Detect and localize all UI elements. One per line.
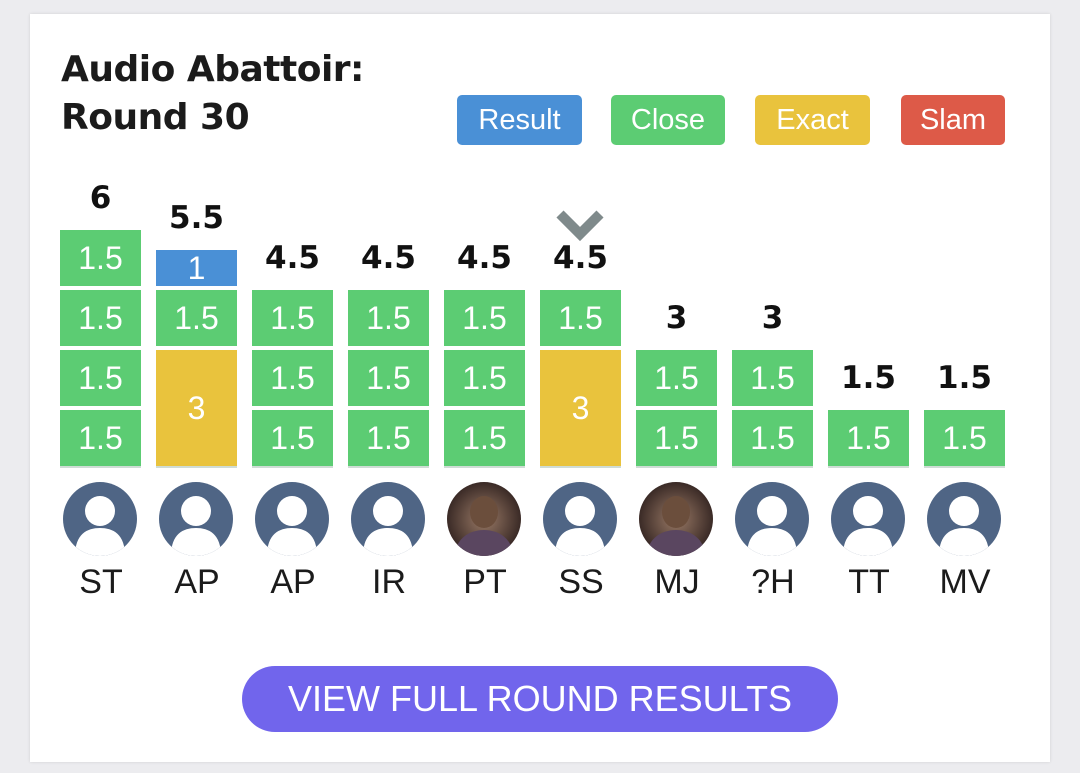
bar-segment-close: 1.5 [348, 350, 429, 406]
player-avatar[interactable] [255, 482, 329, 556]
bar-segment-close: 1.5 [252, 290, 333, 346]
legend-slam: Slam [901, 95, 1005, 145]
bar-segment-close: 1.5 [636, 410, 717, 466]
player-initials: TT [848, 563, 890, 601]
player-initials: SS [558, 563, 604, 601]
bar-baseline [540, 464, 621, 468]
bar-total-label: 1.5 [937, 360, 992, 396]
bar-baseline [924, 464, 1005, 468]
player-avatar[interactable] [831, 482, 905, 556]
bar-segment-close: 1.5 [348, 290, 429, 346]
player-initials: ST [79, 563, 123, 601]
bar-total-label: 5.5 [169, 200, 224, 236]
player-avatar[interactable] [735, 482, 809, 556]
bar-segment-close: 1.5 [348, 410, 429, 466]
bar-baseline [60, 464, 141, 468]
bar-segment-close: 1.5 [60, 230, 141, 286]
bar-segment-close: 1.5 [156, 290, 237, 346]
bar-segment-close: 1.5 [60, 410, 141, 466]
bar-segment-result: 1 [156, 250, 237, 286]
bar-baseline [732, 464, 813, 468]
bar-segment-close: 1.5 [732, 350, 813, 406]
bar-baseline [828, 464, 909, 468]
player-avatar[interactable] [63, 482, 137, 556]
player-avatar[interactable] [927, 482, 1001, 556]
bar-segment-close: 1.5 [444, 290, 525, 346]
legend-exact: Exact [755, 95, 870, 145]
player-avatar[interactable] [351, 482, 425, 556]
player-avatar[interactable] [159, 482, 233, 556]
player-avatar[interactable] [447, 482, 521, 556]
bar-segment-exact: 3 [156, 350, 237, 466]
bar-total-label: 6 [89, 180, 112, 216]
bar-segment-close: 1.5 [732, 410, 813, 466]
bar-baseline [156, 464, 237, 468]
legend-close: Close [611, 95, 725, 145]
bar-segment-close: 1.5 [60, 350, 141, 406]
bar-segment-close: 1.5 [540, 290, 621, 346]
view-full-results-button[interactable]: VIEW FULL ROUND RESULTS [242, 666, 838, 732]
bar-segment-close: 1.5 [60, 290, 141, 346]
bar-segment-close: 1.5 [252, 410, 333, 466]
title-line-2: Round 30 [61, 97, 250, 138]
player-initials: AP [174, 563, 220, 601]
bar-total-label: 3 [761, 300, 784, 336]
player-initials: AP [270, 563, 316, 601]
bar-segment-close: 1.5 [924, 410, 1005, 466]
bar-segment-exact: 3 [540, 350, 621, 466]
player-avatar[interactable] [543, 482, 617, 556]
bar-total-label: 4.5 [457, 240, 512, 276]
bar-total-label: 4.5 [361, 240, 416, 276]
bar-total-label: 1.5 [841, 360, 896, 396]
player-initials: MV [939, 563, 991, 601]
bar-segment-close: 1.5 [636, 350, 717, 406]
bar-segment-close: 1.5 [252, 350, 333, 406]
bar-total-label: 3 [665, 300, 688, 336]
bar-baseline [444, 464, 525, 468]
bar-segment-close: 1.5 [444, 410, 525, 466]
player-avatar[interactable] [639, 482, 713, 556]
bar-segment-close: 1.5 [444, 350, 525, 406]
player-initials: MJ [654, 563, 700, 601]
bar-baseline [348, 464, 429, 468]
bar-segment-close: 1.5 [828, 410, 909, 466]
bar-total-label: 4.5 [553, 240, 608, 276]
bar-total-label: 4.5 [265, 240, 320, 276]
chevron-down-icon [556, 210, 604, 242]
round-title: Audio Abattoir: Round 30 [61, 46, 364, 142]
player-initials: IR [372, 563, 406, 601]
title-line-1: Audio Abattoir: [61, 49, 364, 90]
legend-result: Result [457, 95, 582, 145]
player-initials: PT [463, 563, 507, 601]
player-initials: ?H [751, 563, 795, 601]
bar-baseline [252, 464, 333, 468]
bar-baseline [636, 464, 717, 468]
